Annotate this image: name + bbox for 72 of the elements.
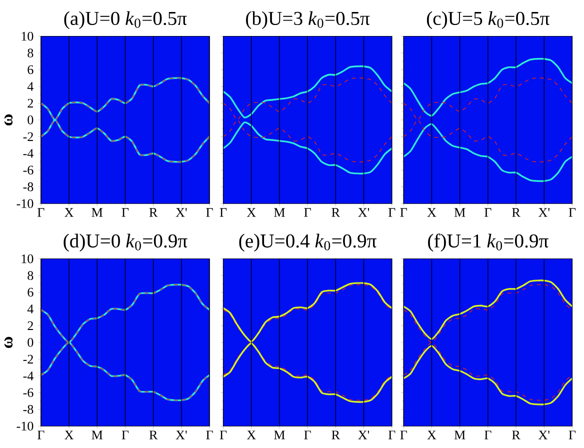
x-tick-label: R — [149, 208, 158, 217]
chart-title: (e)U=0.4 k$_{0}$=0.9π — [239, 234, 376, 252]
y-tick-label: 4 — [27, 304, 34, 314]
y-axis-title: ω — [4, 336, 13, 348]
x-tick-label: X — [64, 208, 74, 217]
y-tick-label: 4 — [27, 82, 34, 91]
x-tick-label: M — [92, 430, 103, 440]
x-tick-label: Γ — [484, 208, 492, 217]
x-tick-label: Γ — [400, 430, 407, 440]
x-tick-label: Γ — [220, 208, 227, 217]
x-tick-label: R — [149, 430, 158, 440]
x-tick-label: Γ — [122, 430, 129, 440]
y-tick-label: 2 — [28, 321, 33, 330]
y-tick-label: -10 — [16, 422, 34, 431]
y-tick-label: 0 — [28, 116, 34, 124]
x-tick-label: X — [64, 430, 74, 440]
y-tick-label: -4 — [23, 372, 34, 380]
x-tick-label: Γ — [568, 430, 576, 440]
x-tick-label: Γ — [568, 208, 576, 217]
x-tick-label: Γ — [206, 208, 213, 217]
x-tick-label: X' — [176, 208, 187, 217]
x-tick-label: X — [427, 430, 436, 440]
y-tick-label: -6 — [23, 166, 34, 174]
x-tick-label: Γ — [304, 208, 311, 217]
y-tick-label: 6 — [28, 65, 34, 74]
x-tick-label: X — [427, 208, 436, 217]
x-tick-label: R — [332, 430, 340, 440]
y-tick-label: 6 — [28, 288, 34, 297]
x-tick-label: M — [274, 430, 285, 440]
y-tick-label: -2 — [23, 354, 33, 364]
x-tick-label: Γ — [220, 430, 227, 440]
x-tick-label: Γ — [122, 208, 129, 217]
chart-title: (c)U=5 k$_{0}$=0.5π — [426, 11, 550, 30]
y-tick-label: 0 — [28, 338, 34, 347]
x-tick-label: R — [512, 208, 520, 217]
x-tick-label: X' — [538, 208, 550, 217]
y-tick-label: -8 — [23, 404, 34, 414]
y-axis-title: ω — [4, 114, 13, 126]
x-tick-label: M — [92, 208, 103, 217]
x-tick-label: Γ — [38, 208, 44, 217]
x-tick-label: R — [512, 430, 520, 440]
x-tick-label: Γ — [400, 208, 407, 217]
y-tick-label: -2 — [23, 132, 33, 141]
x-tick-label: X' — [358, 208, 370, 217]
x-tick-label: M — [454, 430, 466, 440]
x-tick-label: M — [274, 208, 285, 217]
y-tick-label: 8 — [28, 271, 34, 280]
y-tick-label: -4 — [23, 149, 34, 158]
chart-title: (a)U=0 k$_{0}$=0.5π — [64, 11, 187, 30]
y-tick-label: 2 — [28, 98, 33, 108]
x-tick-label: X — [246, 430, 256, 440]
y-tick-label: 10 — [22, 254, 34, 264]
x-tick-label: Γ — [38, 430, 44, 440]
x-tick-label: X' — [358, 430, 370, 440]
x-tick-label: X' — [176, 430, 187, 440]
y-tick-label: 8 — [28, 48, 34, 58]
chart-title: (d)U=0 k$_{0}$=0.9π — [64, 234, 188, 252]
y-tick-label: 10 — [22, 32, 34, 41]
x-tick-label: Γ — [484, 430, 492, 440]
x-tick-label: Γ — [388, 208, 396, 217]
y-tick-label: -10 — [16, 199, 34, 208]
x-tick-label: M — [454, 208, 466, 217]
chart-title: (f)U=1 k$_{0}$=0.9π — [428, 234, 548, 252]
x-tick-label: Γ — [206, 430, 213, 440]
x-tick-label: X' — [538, 430, 550, 440]
x-tick-label: R — [332, 208, 340, 217]
chart-title: (b)U=3 k$_{0}$=0.5π — [246, 11, 370, 30]
y-tick-label: -8 — [23, 182, 34, 192]
x-tick-label: Γ — [304, 430, 311, 440]
x-tick-label: Γ — [388, 430, 396, 440]
x-tick-label: X — [246, 208, 256, 217]
y-tick-label: -6 — [23, 388, 34, 398]
